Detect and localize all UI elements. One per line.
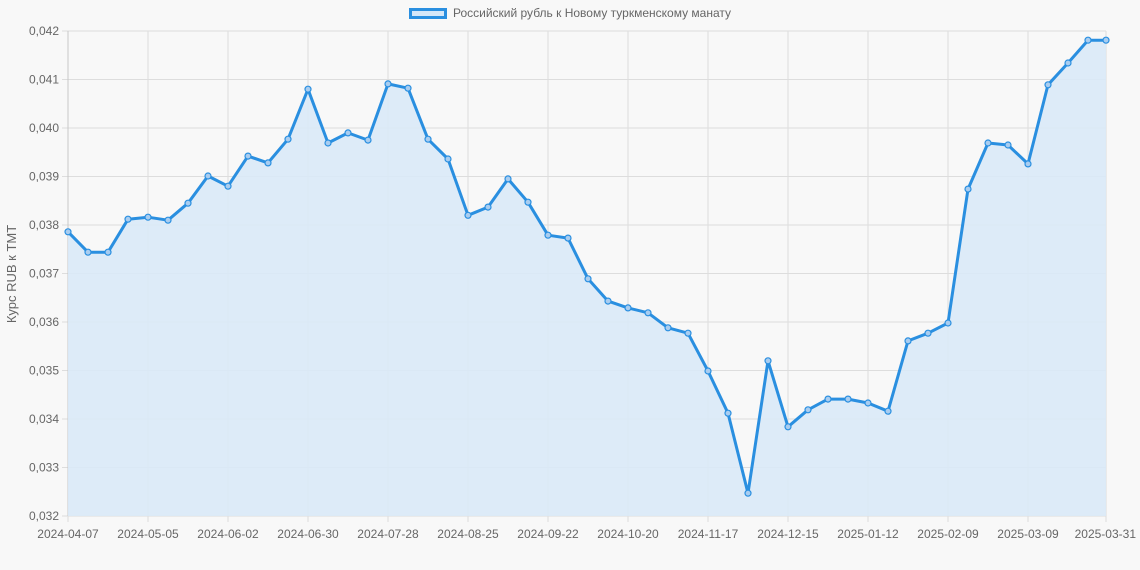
data-point[interactable] [784, 423, 792, 431]
x-tick-label: 2024-11-17 [678, 527, 739, 541]
y-tick-label: 0,036 [29, 315, 59, 329]
data-point[interactable] [124, 215, 132, 223]
x-tick-label: 2024-04-07 [37, 527, 99, 541]
data-point[interactable] [624, 304, 632, 312]
legend[interactable]: Российский рубль к Новому туркменскому м… [0, 6, 1140, 20]
data-point[interactable] [1044, 81, 1052, 89]
data-point[interactable] [644, 309, 652, 317]
data-point[interactable] [444, 155, 452, 163]
y-axis-title: Курс RUB к TMT [4, 225, 19, 323]
y-axis-ticks: 0,032 0,033 0,034 0,035 0,036 0,037 0,038 0,039… [29, 24, 59, 523]
x-tick-label: 2025-03-31 [1075, 527, 1137, 541]
data-point[interactable] [584, 275, 592, 283]
x-tick-label: 2024-12-15 [757, 527, 819, 541]
data-point[interactable] [864, 399, 872, 407]
x-tick-label: 2025-03-09 [997, 527, 1059, 541]
y-tick-label: 0,035 [29, 364, 59, 378]
data-point[interactable] [424, 135, 432, 143]
legend-label[interactable]: Российский рубль к Новому туркменскому м… [452, 6, 732, 20]
x-tick-label: 2024-07-28 [357, 527, 419, 541]
data-point[interactable] [344, 129, 352, 137]
data-point[interactable] [384, 80, 392, 88]
data-point[interactable] [924, 329, 932, 337]
data-point[interactable] [704, 367, 712, 375]
y-tick-label: 0,040 [29, 121, 59, 135]
data-point[interactable] [1102, 36, 1110, 44]
data-point[interactable] [964, 185, 972, 193]
data-point[interactable] [364, 136, 372, 144]
legend-swatch-icon[interactable] [408, 7, 447, 19]
data-point[interactable] [664, 324, 672, 332]
data-point[interactable] [224, 182, 232, 190]
data-point[interactable] [544, 231, 552, 239]
data-point[interactable] [824, 395, 832, 403]
data-point[interactable] [264, 159, 272, 167]
data-point[interactable] [984, 139, 992, 147]
y-tick-label: 0,033 [29, 461, 59, 475]
data-point[interactable] [504, 175, 512, 183]
data-points [64, 36, 1110, 497]
data-point[interactable] [1084, 36, 1092, 44]
y-tick-label: 0,032 [29, 509, 59, 523]
data-point[interactable] [684, 329, 692, 337]
data-point[interactable] [284, 135, 292, 143]
x-tick-label: 2024-05-05 [117, 527, 179, 541]
y-tick-label: 0,034 [29, 412, 59, 426]
data-point[interactable] [904, 337, 912, 345]
y-tick-label: 0,042 [29, 24, 59, 38]
data-point[interactable] [104, 248, 112, 256]
data-point[interactable] [564, 234, 572, 242]
data-point[interactable] [944, 319, 952, 327]
data-point[interactable] [64, 228, 72, 236]
x-tick-label: 2025-01-12 [837, 527, 899, 541]
data-point[interactable] [884, 407, 892, 415]
y-tick-label: 0,037 [29, 267, 59, 281]
data-point[interactable] [844, 395, 852, 403]
data-point[interactable] [484, 203, 492, 211]
data-point[interactable] [1064, 59, 1072, 67]
x-tick-label: 2024-08-25 [437, 527, 499, 541]
y-tick-label: 0,039 [29, 170, 59, 184]
data-point[interactable] [204, 172, 212, 180]
data-point[interactable] [144, 213, 152, 221]
data-point[interactable] [1024, 160, 1032, 168]
data-point[interactable] [744, 489, 752, 497]
x-tick-label: 2024-06-30 [277, 527, 339, 541]
data-point[interactable] [464, 211, 472, 219]
x-tick-label: 2024-06-02 [197, 527, 259, 541]
data-point[interactable] [404, 84, 412, 92]
data-point[interactable] [604, 297, 612, 305]
data-point[interactable] [84, 248, 92, 256]
x-tick-label: 2024-10-20 [597, 527, 659, 541]
data-point[interactable] [304, 85, 312, 93]
data-point[interactable] [164, 216, 172, 224]
x-tick-label: 2024-09-22 [517, 527, 579, 541]
data-point[interactable] [324, 139, 332, 147]
data-point[interactable] [764, 357, 772, 365]
y-tick-label: 0,038 [29, 218, 59, 232]
data-point[interactable] [524, 198, 532, 206]
data-point[interactable] [184, 199, 192, 207]
y-tick-label: 0,041 [29, 73, 59, 87]
data-point[interactable] [244, 152, 252, 160]
x-tick-label: 2025-02-09 [917, 527, 979, 541]
data-point[interactable] [724, 409, 732, 417]
data-point[interactable] [1004, 141, 1012, 149]
data-point[interactable] [804, 406, 812, 414]
x-axis-ticks: 2024-04-07 2024-05-05 2024-06-02 2024-06-30… [37, 527, 1136, 541]
